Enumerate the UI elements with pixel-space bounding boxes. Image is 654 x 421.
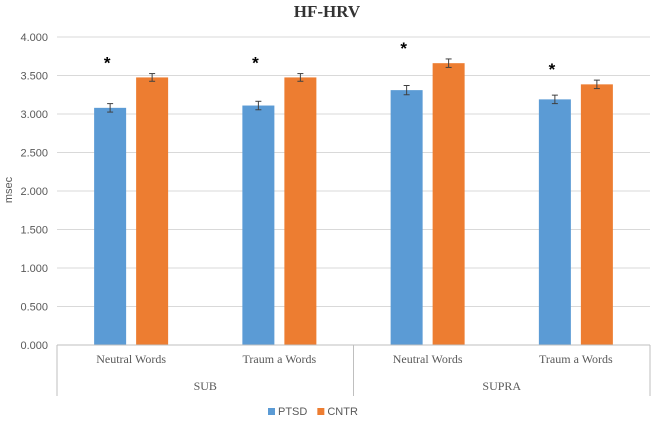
bar-ptsd: [390, 90, 423, 345]
x-group-label: SUPRA: [482, 379, 521, 393]
y-tick-label: 2.000: [20, 186, 48, 198]
significance-star: *: [252, 54, 259, 73]
y-tick-label: 4.000: [20, 32, 48, 44]
x-category-label: Traum a Words: [243, 352, 317, 366]
x-axis: Neutral Words Traum a Words Neutral Words T…: [56, 344, 651, 396]
bar-ptsd: [94, 107, 127, 345]
x-category-label: Neutral Words: [393, 352, 463, 366]
y-tick-label: 0.500: [20, 302, 48, 314]
y-tick-label: 1.500: [20, 225, 48, 237]
significance-star: *: [400, 39, 407, 58]
y-tick-label: 1.000: [20, 263, 48, 275]
x-category-label: Neutral Words: [96, 352, 166, 366]
y-tick-label: 0.000: [20, 340, 48, 352]
legend-swatch-cntr: [317, 408, 325, 415]
error-bars: [107, 58, 600, 113]
bar-ptsd: [242, 105, 275, 345]
significance-star: *: [104, 54, 111, 73]
bar-ptsd: [538, 99, 571, 346]
y-axis-label: msec: [3, 176, 15, 203]
y-tick-label: 3.500: [20, 71, 48, 83]
bar-cntr: [432, 63, 465, 346]
x-category-label: Traum a Words: [539, 352, 613, 366]
x-group-label: SUB: [194, 379, 217, 393]
bars: [94, 63, 613, 346]
legend-label-cntr: CNTR: [327, 406, 358, 418]
y-axis-ticks: 0.000 0.500 1.000 1.500 2.000 2.500 3.000 3.500…: [20, 32, 48, 352]
y-tick-label: 2.500: [20, 148, 48, 160]
bar-cntr: [284, 77, 317, 346]
legend-label-ptsd: PTSD: [278, 406, 307, 418]
significance-markers: * * * *: [104, 39, 556, 79]
y-tick-label: 3.000: [20, 109, 48, 121]
legend: PTSD CNTR: [268, 406, 358, 418]
legend-swatch-ptsd: [268, 408, 275, 415]
significance-star: *: [549, 60, 556, 79]
bar-cntr: [580, 84, 613, 345]
chart-title: HF-HRV: [294, 2, 361, 21]
bar-cntr: [136, 77, 169, 346]
